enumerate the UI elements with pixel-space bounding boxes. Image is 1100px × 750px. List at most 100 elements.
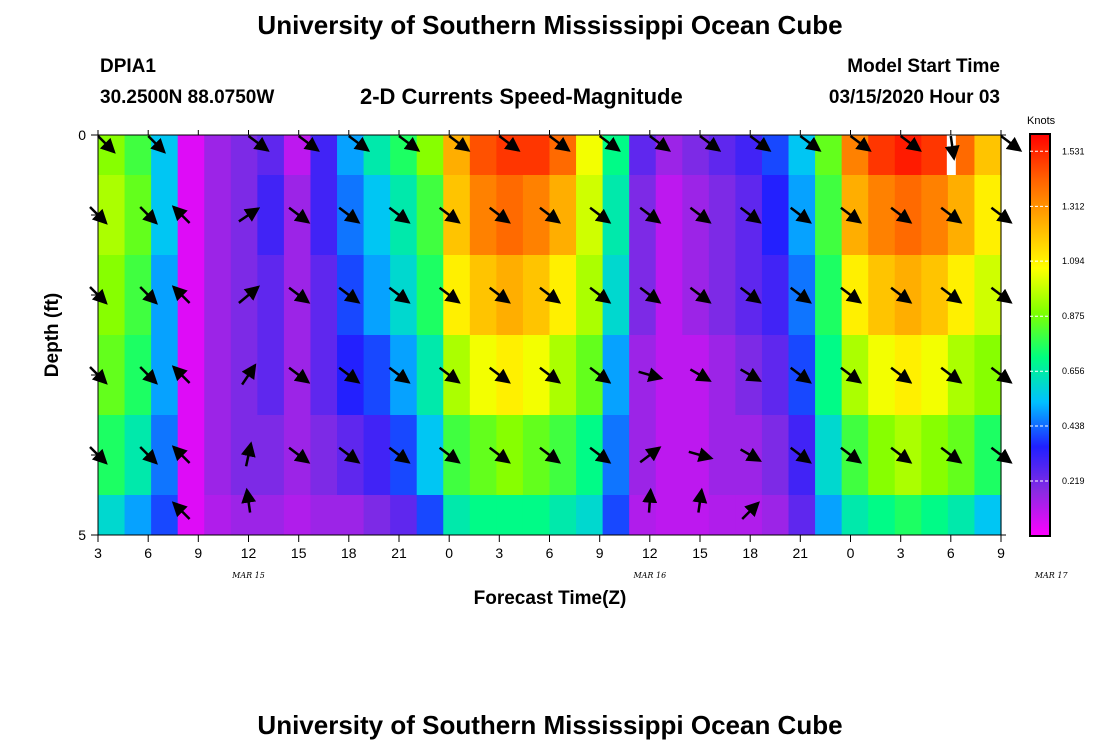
current-vector-arrow bbox=[1000, 134, 1023, 152]
x-tick-label: 3 bbox=[94, 545, 102, 561]
current-vector-arrow bbox=[288, 286, 311, 304]
x-tick-label: 15 bbox=[291, 545, 307, 561]
current-vector-arrow bbox=[539, 366, 562, 384]
heatmap-cell bbox=[337, 135, 365, 176]
heatmap-cell bbox=[337, 495, 365, 536]
current-vector-arrow bbox=[139, 206, 158, 225]
current-vector-arrow bbox=[589, 446, 612, 464]
heatmap-cell bbox=[151, 335, 179, 416]
heatmap-cell bbox=[576, 135, 604, 176]
x-tick-label: 0 bbox=[445, 545, 453, 561]
current-vector-arrow bbox=[288, 446, 311, 464]
current-vector-arrow bbox=[240, 441, 256, 467]
current-vector-arrow bbox=[739, 286, 762, 304]
heatmap-cell bbox=[549, 335, 577, 416]
heatmap-cell bbox=[921, 495, 949, 536]
heatmap-cell bbox=[682, 255, 710, 336]
heatmap-cell bbox=[629, 255, 657, 336]
current-vector-arrow bbox=[739, 447, 762, 462]
heatmap-cell bbox=[124, 495, 152, 536]
colorbar-label: 0.656 bbox=[1062, 366, 1085, 376]
current-vector-arrow bbox=[498, 134, 521, 152]
heatmap-cell bbox=[151, 135, 179, 176]
current-vector-arrow bbox=[638, 367, 664, 382]
heatmap-cell bbox=[363, 175, 391, 256]
heatmap-cell bbox=[549, 175, 577, 256]
current-vector-arrow bbox=[639, 286, 662, 304]
current-vector-arrow bbox=[338, 286, 361, 304]
heatmap-cell bbox=[655, 175, 683, 256]
current-vector-arrow bbox=[488, 366, 511, 384]
current-vector-arrow bbox=[699, 134, 722, 152]
heatmap-cell bbox=[204, 175, 232, 256]
heatmap-cell bbox=[416, 335, 444, 416]
page-title-top: University of Southern Mississippi Ocean… bbox=[257, 10, 843, 40]
heatmap-cell bbox=[655, 495, 683, 536]
heatmap-cell bbox=[204, 135, 232, 176]
x-tick-label: 18 bbox=[341, 545, 357, 561]
current-vector-arrow bbox=[940, 286, 963, 304]
heatmap-cell bbox=[974, 335, 1002, 416]
colorbar-label: 1.094 bbox=[1062, 256, 1085, 266]
heatmap-cell bbox=[629, 415, 657, 496]
colorbar: 1.531 1.312 1.094 0.875 0.656 0.438 0.219 bbox=[1029, 133, 1085, 537]
heatmap-cell bbox=[921, 135, 949, 176]
x-tick-label: 3 bbox=[495, 545, 503, 561]
heatmap-cell bbox=[443, 335, 471, 416]
current-vector-arrow bbox=[171, 445, 191, 464]
heatmap-cell bbox=[602, 495, 630, 536]
current-vector-arrow bbox=[488, 206, 511, 224]
current-vector-arrow bbox=[589, 366, 612, 384]
x-tick-label: 3 bbox=[897, 545, 905, 561]
heatmap-cell bbox=[841, 335, 869, 416]
heatmap-cell bbox=[496, 495, 524, 536]
heatmap-cell bbox=[469, 135, 497, 176]
heatmap-cell bbox=[921, 175, 949, 256]
heatmap-cell bbox=[974, 495, 1002, 536]
current-vector-arrow bbox=[247, 134, 270, 152]
current-vector-arrow bbox=[348, 134, 371, 152]
current-vector-arrow bbox=[789, 286, 812, 304]
page-title-bottom: University of Southern Mississippi Ocean… bbox=[257, 710, 843, 740]
station-id: DPIA1 bbox=[100, 56, 156, 77]
current-vector-arrow bbox=[940, 206, 963, 224]
heatmap-cell bbox=[602, 415, 630, 496]
current-vector-arrow bbox=[238, 207, 261, 223]
current-vector-arrow bbox=[241, 363, 257, 386]
heatmap-cell bbox=[204, 255, 232, 336]
heatmap-cell bbox=[443, 255, 471, 336]
current-vector-arrow bbox=[739, 367, 762, 382]
current-vector-arrow bbox=[288, 206, 311, 224]
current-vector-arrow bbox=[438, 446, 461, 464]
heatmap-cell bbox=[629, 135, 657, 176]
current-vector-arrow bbox=[338, 206, 361, 224]
current-vector-arrow bbox=[840, 286, 863, 304]
current-vector-arrow bbox=[649, 134, 672, 152]
heatmap-cell bbox=[868, 335, 896, 416]
heatmap-cell bbox=[363, 335, 391, 416]
current-vector-arrow bbox=[97, 135, 116, 154]
heatmap-cell bbox=[98, 335, 126, 416]
current-vector-arrow bbox=[639, 446, 662, 464]
heatmap-cell bbox=[815, 135, 843, 176]
heatmap-cell bbox=[204, 495, 232, 536]
colorbar-unit: Knots bbox=[1027, 115, 1056, 127]
heatmap-cell bbox=[469, 415, 497, 496]
current-vector-arrow bbox=[139, 446, 158, 465]
current-vector-arrow bbox=[849, 134, 872, 152]
heatmap-cell bbox=[522, 335, 551, 416]
heatmap-cell bbox=[363, 495, 391, 536]
date-label: MAR 17 bbox=[1034, 571, 1069, 580]
heatmap-cell bbox=[310, 335, 338, 416]
current-vector-arrow bbox=[689, 206, 712, 224]
current-vector-arrow bbox=[438, 206, 461, 224]
heatmap-cell bbox=[788, 135, 816, 176]
current-vector-arrow bbox=[944, 135, 960, 161]
current-vector-arrow bbox=[238, 285, 261, 304]
y-tick-label: 0 bbox=[78, 127, 86, 143]
heatmap-cell bbox=[257, 495, 285, 536]
heatmap-cell bbox=[655, 135, 683, 176]
date-label: MAR 16 bbox=[632, 571, 666, 580]
current-vector-arrow bbox=[539, 286, 562, 304]
heatmap-cell bbox=[947, 495, 976, 536]
